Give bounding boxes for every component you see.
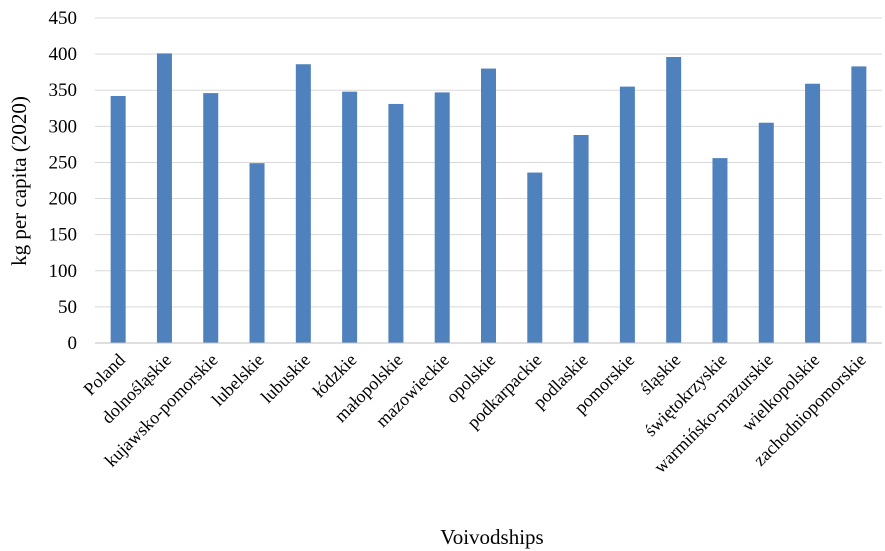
bar-2 xyxy=(203,93,219,343)
y-tick-label: 400 xyxy=(49,44,78,65)
bar-14 xyxy=(758,122,774,343)
y-tick-label: 150 xyxy=(49,225,78,246)
bar-7 xyxy=(434,92,450,343)
bar-6 xyxy=(388,103,404,343)
y-tick-label: 100 xyxy=(49,261,78,282)
bar-8 xyxy=(481,68,496,344)
bar-5 xyxy=(342,91,358,344)
bar-12 xyxy=(666,57,682,343)
x-category-label: lubelskie xyxy=(208,350,268,410)
bar-9 xyxy=(527,172,543,343)
bar-16 xyxy=(851,66,867,343)
x-axis-category-labels: Polanddolnośląskiekujawsko-pomorskielube… xyxy=(79,350,869,477)
y-axis-title: kg per capita (2020) xyxy=(7,96,31,266)
bar-11 xyxy=(619,86,635,343)
bar-4 xyxy=(295,64,311,343)
y-axis-ticks: 0 50 100 150 200 250 300 350 400 450 xyxy=(49,8,78,354)
bars xyxy=(110,53,867,344)
x-axis-title: Voivodships xyxy=(440,525,543,549)
bar-15 xyxy=(805,83,821,343)
y-tick-label: 250 xyxy=(49,152,78,173)
bar-1 xyxy=(156,53,172,344)
y-tick-label: 50 xyxy=(58,297,77,318)
bar-13 xyxy=(712,158,728,343)
bar-0 xyxy=(110,96,126,343)
y-tick-label: 350 xyxy=(49,80,78,101)
x-category-label: lubuskie xyxy=(257,350,314,407)
y-tick-label: 450 xyxy=(49,8,78,29)
bar-10 xyxy=(573,135,589,343)
y-tick-label: 200 xyxy=(49,189,78,210)
y-tick-label: 0 xyxy=(68,333,78,354)
y-tick-label: 300 xyxy=(49,116,78,137)
bar-3 xyxy=(249,163,265,343)
